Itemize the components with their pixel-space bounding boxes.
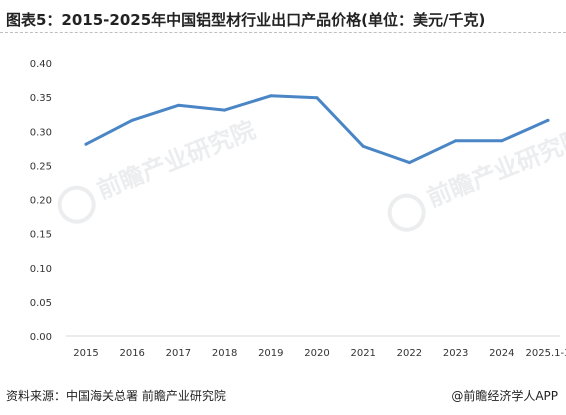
- line-chart: 0.00 0.05 0.10 0.15 0.20 0.25 0.30 0.35 0.40 201…: [30, 59, 566, 359]
- brand-credit: @前瞻经济学人APP: [451, 389, 558, 403]
- x-tick-label: 2023: [443, 348, 468, 359]
- y-tick-label: 0.35: [30, 93, 52, 104]
- data-point: [223, 108, 227, 112]
- data-point: [407, 161, 411, 165]
- y-tick-label: 0.30: [30, 127, 52, 138]
- data-point: [546, 118, 550, 122]
- y-axis: 0.00 0.05 0.10 0.15 0.20 0.25 0.30 0.35 0.40: [30, 59, 52, 343]
- x-tick-label: 2020: [304, 348, 329, 359]
- data-point: [454, 139, 458, 143]
- y-tick-label: 0.05: [30, 298, 52, 309]
- data-point: [315, 96, 319, 100]
- data-point: [176, 103, 180, 107]
- x-tick-label: 2015: [73, 348, 98, 359]
- x-tick-label: 2016: [119, 348, 144, 359]
- title-divider: [0, 32, 566, 33]
- data-point: [84, 142, 88, 146]
- data-point: [269, 94, 273, 98]
- x-tick-label: 2024: [489, 348, 514, 359]
- y-tick-label: 0.10: [30, 264, 52, 275]
- series-line: [84, 94, 550, 165]
- x-tick-label: 2019: [258, 348, 283, 359]
- data-point: [500, 139, 504, 143]
- y-tick-label: 0.25: [30, 161, 52, 172]
- source-note: 资料来源：中国海关总署 前瞻产业研究院: [6, 389, 226, 403]
- x-tick-label: 2022: [397, 348, 422, 359]
- x-tick-label: 2021: [350, 348, 375, 359]
- y-tick-label: 0.40: [30, 59, 52, 70]
- y-tick-label: 0.20: [30, 196, 52, 207]
- data-point: [361, 144, 365, 148]
- y-tick-label: 0.00: [30, 332, 52, 343]
- x-axis: 2015 2016 2017 2018 2019 2020 2021 2022 2023 2024…: [73, 348, 566, 359]
- x-tick-label: 2017: [166, 348, 191, 359]
- footer: 资料来源：中国海关总署 前瞻产业研究院 @前瞻经济学人APP: [0, 383, 566, 409]
- y-tick-label: 0.15: [30, 230, 52, 241]
- chart-title: 图表5：2015-2025年中国铝型材行业出口产品价格(单位：美元/千克): [6, 11, 486, 29]
- x-tick-label: 2025.1-3: [526, 348, 566, 359]
- data-point: [130, 118, 134, 122]
- x-tick-label: 2018: [212, 348, 237, 359]
